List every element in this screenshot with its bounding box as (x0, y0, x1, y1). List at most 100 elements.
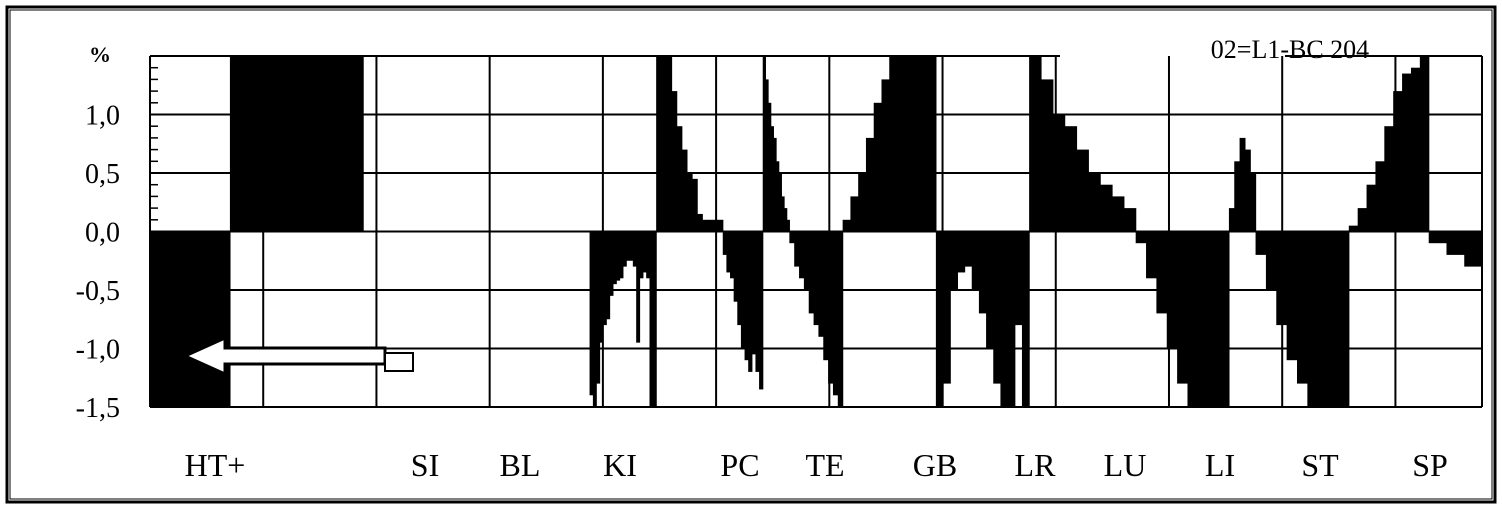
data-bar (712, 219, 719, 232)
data-bar (865, 137, 875, 232)
data-bar (978, 231, 987, 314)
data-bar (1076, 149, 1089, 232)
data-bar (1208, 231, 1220, 407)
data-bar (964, 231, 973, 267)
data-bar (1328, 231, 1340, 407)
data-bar (1419, 56, 1430, 232)
data-bar (629, 231, 634, 261)
data-bar (596, 231, 601, 384)
data-bar (1197, 231, 1209, 407)
data-bar (762, 56, 766, 232)
data-bar (702, 219, 708, 232)
data-bar (642, 231, 647, 273)
data-bar (971, 231, 980, 290)
x-axis-labels: HT+ SI BL KI PC TE GB LR LU LI ST SP (185, 447, 1448, 483)
data-bar (986, 231, 994, 349)
data-bar (318, 56, 329, 232)
data-bar (274, 56, 284, 232)
data-bar (1348, 225, 1359, 232)
data-bar (1146, 231, 1157, 279)
data-bar (842, 219, 852, 232)
x-tick-label: HT+ (185, 447, 246, 483)
data-bar (928, 56, 937, 232)
chart-frame (9, 9, 1493, 500)
data-bar (726, 231, 731, 273)
data-bar (1393, 91, 1403, 232)
data-bar (1366, 184, 1377, 232)
data-bar (681, 149, 688, 232)
data-bar (823, 231, 829, 361)
data-bar (832, 231, 839, 396)
data-bar (686, 173, 693, 232)
chart-title: 02=L1-BC 204 (1211, 35, 1369, 64)
data-bar (1286, 231, 1298, 361)
data-bar (818, 231, 824, 337)
data-bar (776, 161, 780, 232)
data-bar (737, 231, 742, 326)
data-bar (1166, 231, 1178, 349)
data-bar (873, 102, 883, 232)
data-bars (150, 56, 1483, 407)
data-bar (1384, 126, 1394, 232)
data-bar (722, 231, 727, 255)
data-bar (656, 56, 662, 232)
data-bar (813, 231, 820, 326)
data-bar (1234, 161, 1241, 232)
data-bar (837, 231, 844, 407)
data-bar (592, 231, 597, 407)
data-bar (1276, 231, 1288, 326)
data-bar (889, 56, 898, 232)
data-bar (1156, 231, 1168, 314)
data-bar (1297, 231, 1308, 384)
x-tick-label: PC (720, 447, 759, 483)
data-bar (671, 91, 678, 232)
data-bar (292, 56, 302, 232)
data-bar (1123, 208, 1137, 232)
data-bar (904, 56, 914, 232)
data-bar (1000, 231, 1009, 407)
data-bar (1250, 173, 1257, 232)
data-bar (912, 56, 921, 232)
data-bar (1014, 231, 1023, 326)
data-bar (619, 231, 624, 279)
data-bar (794, 231, 800, 267)
data-bar (602, 231, 607, 326)
data-bar (697, 213, 703, 232)
data-bar (616, 231, 621, 281)
data-bar (256, 56, 267, 232)
data-bar (336, 56, 346, 232)
data-bar (213, 231, 223, 407)
data-bar (786, 219, 790, 232)
x-tick-label: LI (1205, 447, 1235, 483)
data-bar (733, 231, 738, 302)
data-bar (327, 56, 338, 232)
data-bar (748, 231, 753, 372)
data-bar (265, 56, 275, 232)
data-bar (1112, 196, 1125, 232)
data-bar (1040, 79, 1054, 232)
x-tick-label: SP (1412, 447, 1448, 483)
x-tick-label: TE (805, 447, 844, 483)
data-bar (1402, 73, 1412, 232)
data-bar (1064, 126, 1078, 232)
data-bar (850, 196, 859, 232)
data-bar (759, 231, 764, 390)
data-bar (676, 126, 683, 232)
y-tick-label: 0,0 (85, 218, 120, 249)
data-bar (1088, 173, 1101, 232)
data-bar (309, 56, 320, 232)
data-bar (1265, 231, 1277, 290)
data-bar (1317, 231, 1329, 407)
data-bar (1255, 231, 1267, 255)
data-bar (1029, 56, 1042, 232)
data-bar (283, 56, 293, 232)
data-bar (799, 231, 805, 279)
data-bar (165, 231, 175, 407)
data-bar (639, 231, 644, 279)
data-bar (666, 56, 673, 232)
data-bar (717, 219, 724, 232)
data-bar (1375, 161, 1385, 232)
data-bar (612, 231, 617, 285)
data-bar (768, 102, 772, 232)
